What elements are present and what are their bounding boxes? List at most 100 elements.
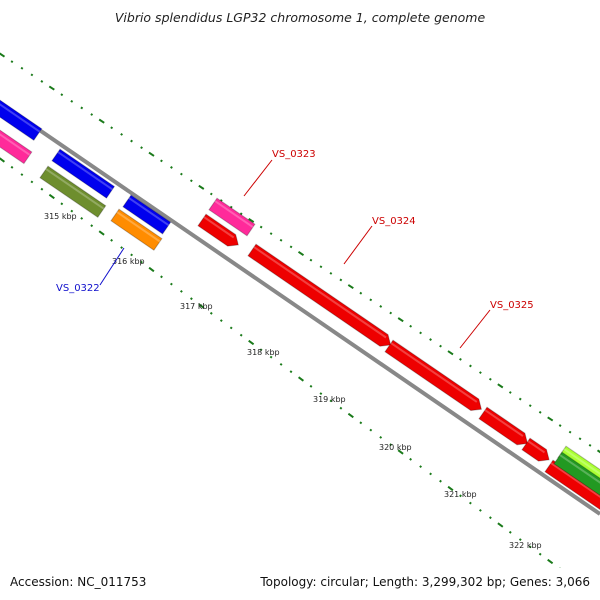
scale-tick xyxy=(170,282,173,286)
gene-label-vs0325: VS_0325 xyxy=(490,300,534,311)
scale-tick xyxy=(40,80,44,83)
tick-label-318: 318 kbp xyxy=(247,348,280,357)
scale-tick xyxy=(347,412,354,419)
scale-tick xyxy=(0,52,6,58)
scale-tick xyxy=(397,317,404,323)
tick-label-316: 316 kbp xyxy=(112,257,145,266)
gene-highlight xyxy=(550,462,600,498)
scale-tick xyxy=(269,232,273,236)
gene-feature[interactable] xyxy=(208,197,256,237)
scale-tick xyxy=(189,179,193,183)
scale-tick xyxy=(339,278,343,282)
scale-tick xyxy=(40,187,44,191)
tick-labels: 315 kbp 316 kbp 317 kbp 318 kbp 319 kbp … xyxy=(44,212,542,550)
gene-highlight xyxy=(116,211,161,243)
scale-tick xyxy=(279,362,283,366)
gene-highlight xyxy=(214,200,254,228)
scale-tick xyxy=(518,397,522,401)
scale-tick xyxy=(80,217,84,220)
gene-highlight xyxy=(128,197,170,227)
scale-tick xyxy=(289,245,293,249)
scale-tick xyxy=(170,166,173,169)
scale-tick xyxy=(329,399,333,403)
scale-tick xyxy=(479,371,482,375)
gene-highlight xyxy=(390,342,478,403)
scale-tick xyxy=(70,209,74,213)
scale-tick xyxy=(20,173,24,176)
gene-feature[interactable] xyxy=(51,148,116,199)
scale-tick xyxy=(508,391,512,394)
scale-tick xyxy=(30,180,34,184)
scale-tick xyxy=(148,151,155,157)
genome-summary-text: Topology: circular; Length: 3,299,302 bp… xyxy=(260,575,590,589)
scale-tick xyxy=(369,298,373,302)
gene-features xyxy=(0,89,600,511)
scale-tick xyxy=(518,538,522,542)
scale-tick xyxy=(259,225,263,229)
gene-feature[interactable] xyxy=(122,194,172,235)
scale-tick xyxy=(198,184,205,190)
scale-tick xyxy=(538,410,542,414)
scale-tick xyxy=(148,266,155,273)
scale-tick xyxy=(497,383,504,389)
scale-tick xyxy=(547,416,554,422)
map-title: Vibrio splendidus LGP32 chromosome 1, co… xyxy=(114,10,486,25)
scale-tick xyxy=(48,85,55,91)
scale-tick xyxy=(30,73,34,77)
scale-tick xyxy=(389,311,393,315)
scale-tick xyxy=(508,530,512,534)
gene-highlight xyxy=(484,409,524,437)
scale-tick xyxy=(419,465,422,469)
scale-tick xyxy=(297,250,305,257)
scale-tick xyxy=(429,338,432,341)
scale-tick xyxy=(596,449,600,454)
scale-tick xyxy=(110,238,114,242)
gene-highlight xyxy=(57,151,113,191)
scale-tick xyxy=(568,430,572,434)
scale-tick xyxy=(98,118,105,124)
scale-tick xyxy=(60,202,64,206)
callout-line-vs0325 xyxy=(459,309,491,349)
scale-tick xyxy=(0,157,6,163)
scale-tick xyxy=(429,472,432,476)
gene-feature[interactable] xyxy=(110,208,163,251)
scale-tick xyxy=(558,424,562,427)
gene-feature[interactable] xyxy=(197,213,239,247)
gene-label-vs0324: VS_0324 xyxy=(372,216,416,227)
gene-feature[interactable] xyxy=(39,165,107,218)
tick-label-322: 322 kbp xyxy=(509,541,542,550)
scale-tick xyxy=(409,324,413,328)
scale-tick xyxy=(209,192,213,196)
gene-highlight xyxy=(559,454,600,484)
inner-scale-dots xyxy=(0,157,591,591)
gene-feature[interactable] xyxy=(0,119,33,165)
callout-line-vs0322 xyxy=(99,247,125,286)
scale-tick xyxy=(60,93,64,97)
gene-feature[interactable] xyxy=(478,406,529,446)
scale-tick xyxy=(279,238,283,242)
gene-feature[interactable] xyxy=(247,243,392,347)
gene-feature[interactable] xyxy=(384,339,483,412)
scale-tick xyxy=(130,139,133,143)
scale-tick xyxy=(459,494,462,498)
scale-tick xyxy=(90,113,94,116)
gene-highlight xyxy=(45,168,105,210)
scale-tick xyxy=(120,133,124,136)
scale-tick xyxy=(479,508,482,512)
scale-tick xyxy=(219,319,223,323)
scale-tick xyxy=(10,165,14,169)
gene-feature[interactable] xyxy=(521,437,550,462)
gene-feature[interactable] xyxy=(0,89,43,141)
scale-tick xyxy=(98,230,105,236)
scale-tick xyxy=(589,590,591,591)
scale-tick xyxy=(489,516,492,520)
scale-tick xyxy=(497,522,504,528)
scale-tick xyxy=(347,284,354,290)
scale-tick xyxy=(259,348,263,352)
gene-feature[interactable] xyxy=(553,451,600,498)
scale-tick xyxy=(248,217,255,223)
scale-tick xyxy=(578,437,582,441)
outer-scale-dots xyxy=(0,52,600,454)
scale-tick xyxy=(198,303,205,309)
